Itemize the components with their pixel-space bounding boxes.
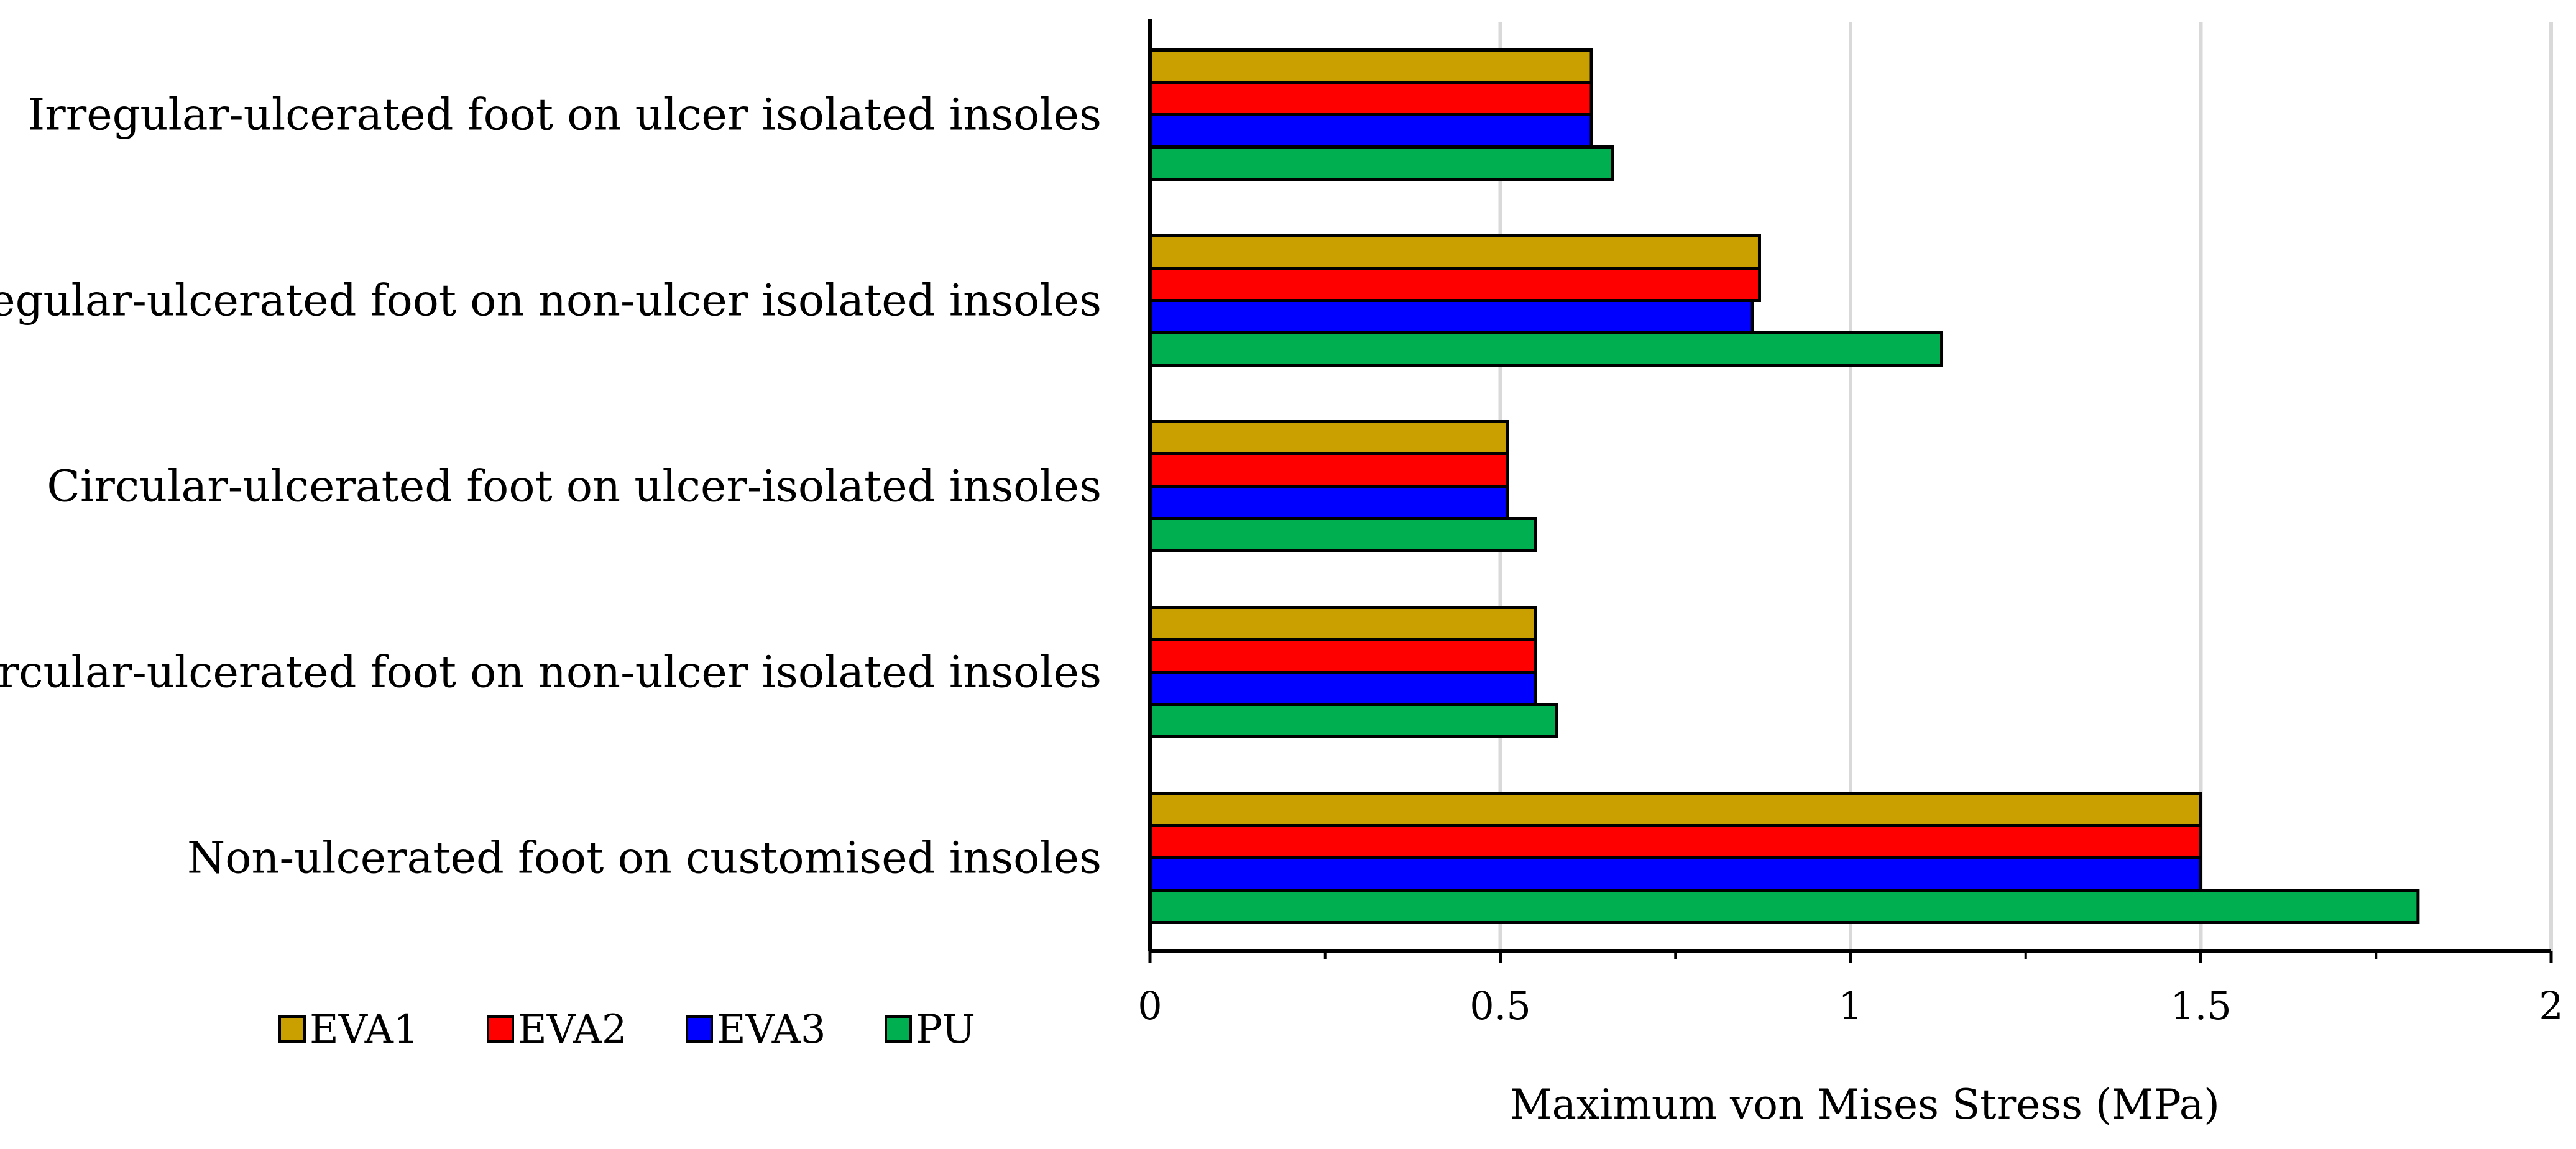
bar-pu-5 <box>1148 889 2420 924</box>
bar-eva1-5 <box>1148 792 2202 827</box>
axes <box>1148 19 2553 963</box>
legend-swatch-eva2 <box>487 1015 514 1043</box>
legend-label-eva3: EVA3 <box>717 1007 826 1053</box>
category-label-3: Circular-ulcerated foot on ulcer-isolate… <box>47 461 1102 512</box>
bar-eva1-2 <box>1148 234 1761 270</box>
bar-pu-1 <box>1148 145 1614 181</box>
bar-eva1-1 <box>1148 48 1593 84</box>
legend-swatch-pu <box>885 1015 912 1043</box>
bar-eva1-4 <box>1148 606 1537 641</box>
bar-eva3-1 <box>1148 113 1593 149</box>
category-label-2: Irregular-ulcerated foot on non-ulcer is… <box>0 275 1102 326</box>
bar-eva1-3 <box>1148 420 1509 455</box>
category-label-4: Circular-ulcerated foot on non-ulcer iso… <box>0 647 1102 698</box>
bar-pu-4 <box>1148 703 1558 738</box>
category-labels: Irregular-ulcerated foot on ulcer isolat… <box>0 89 1102 884</box>
legend-label-eva1: EVA1 <box>310 1007 419 1053</box>
x-tick-label-1-5: 1.5 <box>2170 983 2232 1028</box>
bar-pu-2 <box>1148 331 1944 367</box>
bar-eva2-2 <box>1148 267 1761 302</box>
bar-eva2-5 <box>1148 824 2202 859</box>
bar-eva2-3 <box>1148 452 1509 488</box>
legend-label-eva2: EVA2 <box>518 1007 627 1053</box>
category-label-5: Non-ulcerated foot on customised insoles <box>187 833 1102 884</box>
x-tick-label-1: 1 <box>1838 983 1862 1028</box>
x-tick-label-0: 0 <box>1138 983 1162 1028</box>
legend: EVA1 EVA2 EVA3 PU <box>278 1007 975 1053</box>
legend-label-pu: PU <box>916 1007 975 1053</box>
category-label-1: Irregular-ulcerated foot on ulcer isolat… <box>28 89 1102 140</box>
x-axis-title: Maximum von Mises Stress (MPa) <box>1510 1081 2220 1128</box>
bar-eva3-5 <box>1148 856 2202 892</box>
bar-pu-3 <box>1148 517 1537 552</box>
bar-eva3-3 <box>1148 485 1509 520</box>
bar-eva2-1 <box>1148 81 1593 116</box>
bar-eva2-4 <box>1148 638 1537 674</box>
x-tick-labels: 0 0.5 1 1.5 2 <box>1138 983 2563 1028</box>
x-tick-label-0-5: 0.5 <box>1470 983 1531 1028</box>
bar-eva3-2 <box>1148 299 1754 334</box>
bar-eva3-4 <box>1148 671 1537 706</box>
legend-swatch-eva3 <box>686 1015 713 1043</box>
legend-swatch-eva1 <box>278 1015 306 1043</box>
x-tick-label-2: 2 <box>2539 983 2563 1028</box>
bars <box>1148 48 2420 924</box>
